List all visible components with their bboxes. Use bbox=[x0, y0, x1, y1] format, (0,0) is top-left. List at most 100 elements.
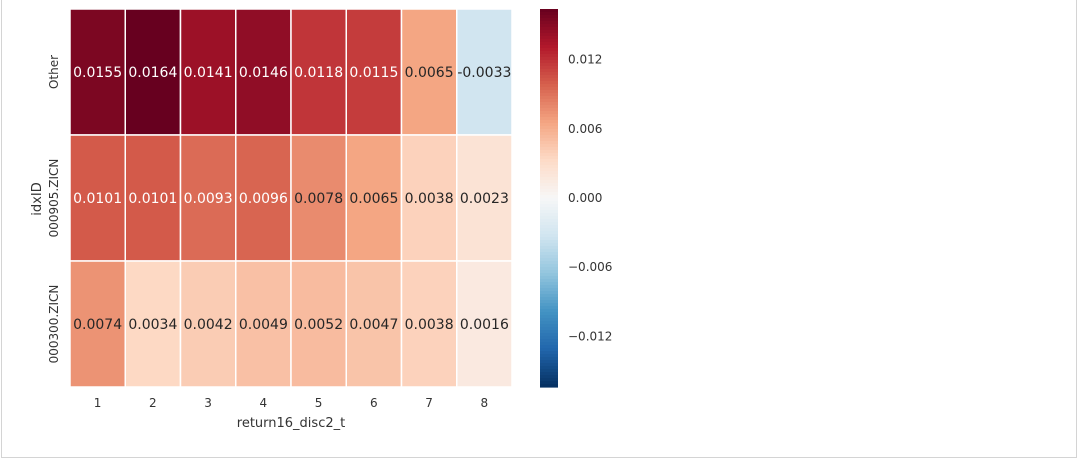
colorbar-segment bbox=[540, 69, 558, 73]
heatmap-cell-label: 0.0164 bbox=[128, 65, 177, 81]
colorbar-segment bbox=[540, 96, 558, 100]
colorbar-segment bbox=[540, 180, 558, 184]
colorbar-segment bbox=[540, 150, 558, 154]
x-tick-label: 7 bbox=[425, 396, 433, 410]
colorbar-segment bbox=[540, 384, 558, 388]
colorbar-segment bbox=[540, 54, 558, 58]
heatmap-cell bbox=[124, 134, 182, 262]
colorbar-segment bbox=[540, 27, 558, 31]
colorbar-segment bbox=[540, 243, 558, 247]
y-tick-label: 000300.ZICN bbox=[47, 285, 61, 364]
y-tick-label: 000905.ZICN bbox=[47, 159, 61, 238]
colorbar-segment bbox=[540, 312, 558, 316]
colorbar-ticks: 0.012 0.006 0.000 −0.006 −0.012 bbox=[568, 53, 612, 344]
colorbar-segment bbox=[540, 75, 558, 79]
colorbar-segment bbox=[540, 36, 558, 40]
heatmap-cell-label: 0.0115 bbox=[349, 65, 398, 81]
colorbar-segment bbox=[540, 162, 558, 166]
colorbar-segment bbox=[540, 219, 558, 223]
colorbar-segment bbox=[540, 159, 558, 163]
colorbar-segment bbox=[540, 45, 558, 49]
colorbar-segment bbox=[540, 195, 558, 199]
colorbar-segment bbox=[540, 141, 558, 145]
colorbar-segment bbox=[540, 333, 558, 337]
heatmap-cell-label: 0.0052 bbox=[294, 317, 343, 333]
colorbar-segment bbox=[540, 183, 558, 187]
colorbar-segment bbox=[540, 51, 558, 55]
heatmap-cell-label: 0.0034 bbox=[128, 317, 177, 333]
colorbar-segment bbox=[540, 90, 558, 94]
colorbar-segment bbox=[540, 108, 558, 112]
colorbar-segment bbox=[540, 12, 558, 16]
colorbar-segment bbox=[540, 264, 558, 268]
heatmap-cell-label: 0.0093 bbox=[184, 191, 233, 207]
heatmap-cell bbox=[345, 8, 403, 136]
colorbar-segment bbox=[540, 369, 558, 373]
colorbar bbox=[540, 9, 558, 388]
colorbar-segment bbox=[540, 129, 558, 133]
colorbar-segment bbox=[540, 192, 558, 196]
colorbar-segment bbox=[540, 381, 558, 385]
colorbar-segment bbox=[540, 339, 558, 343]
colorbar-segment bbox=[540, 30, 558, 34]
colorbar-tick-label: −0.006 bbox=[568, 260, 612, 274]
colorbar-segment bbox=[540, 102, 558, 106]
colorbar-segment bbox=[540, 324, 558, 328]
heatmap-cell-label: 0.0141 bbox=[184, 65, 233, 81]
heatmap-cell bbox=[124, 260, 182, 388]
heatmap-cell bbox=[345, 260, 403, 388]
colorbar-segment bbox=[540, 186, 558, 190]
colorbar-segment bbox=[540, 39, 558, 43]
heatmap-cell bbox=[235, 134, 292, 262]
colorbar-segment bbox=[540, 279, 558, 283]
x-tick-label: 6 bbox=[370, 396, 378, 410]
colorbar-segment bbox=[540, 375, 558, 379]
colorbar-segment bbox=[540, 81, 558, 85]
heatmap-cell-label: 0.0047 bbox=[349, 317, 398, 333]
colorbar-segment bbox=[540, 234, 558, 238]
colorbar-segment bbox=[540, 237, 558, 241]
colorbar-segment bbox=[540, 342, 558, 346]
colorbar-segment bbox=[540, 297, 558, 301]
colorbar-segment bbox=[540, 138, 558, 142]
heatmap-cell bbox=[179, 134, 237, 262]
colorbar-segment bbox=[540, 33, 558, 37]
colorbar-segment bbox=[540, 168, 558, 172]
colorbar-segment bbox=[540, 66, 558, 70]
colorbar-segment bbox=[540, 372, 558, 376]
colorbar-segment bbox=[540, 246, 558, 250]
colorbar-segment bbox=[540, 99, 558, 103]
colorbar-segment bbox=[540, 165, 558, 169]
colorbar-segment bbox=[540, 48, 558, 52]
colorbar-segment bbox=[540, 300, 558, 304]
colorbar-segment bbox=[540, 93, 558, 97]
heatmap-cell-label: 0.0074 bbox=[73, 317, 122, 333]
colorbar-segment bbox=[540, 216, 558, 220]
x-tick-label: 1 bbox=[94, 396, 102, 410]
colorbar-segment bbox=[540, 204, 558, 208]
heatmap-cell bbox=[179, 8, 237, 136]
colorbar-segment bbox=[540, 111, 558, 115]
colorbar-segment bbox=[540, 249, 558, 253]
heatmap-cell-label: 0.0146 bbox=[239, 65, 288, 81]
colorbar-segment bbox=[540, 123, 558, 127]
colorbar-segment bbox=[540, 84, 558, 88]
heatmap-cell-label: 0.0101 bbox=[73, 191, 122, 207]
colorbar-segment bbox=[540, 270, 558, 274]
x-axis-ticks: 1 2 3 4 5 6 7 8 bbox=[94, 396, 488, 410]
colorbar-segment bbox=[540, 213, 558, 217]
colorbar-segment bbox=[540, 336, 558, 340]
colorbar-segment bbox=[540, 156, 558, 160]
heatmap-cell-label: 0.0038 bbox=[405, 317, 454, 333]
colorbar-segment bbox=[540, 318, 558, 322]
colorbar-segment bbox=[540, 126, 558, 130]
colorbar-segment bbox=[540, 306, 558, 310]
colorbar-segment bbox=[540, 228, 558, 232]
heatmap-cell bbox=[235, 8, 292, 136]
heatmap-cell-label: 0.0155 bbox=[73, 65, 122, 81]
heatmap-cell-label: 0.0078 bbox=[294, 191, 343, 207]
colorbar-segment bbox=[540, 240, 558, 244]
colorbar-segment bbox=[540, 327, 558, 331]
colorbar-segment bbox=[540, 273, 558, 277]
